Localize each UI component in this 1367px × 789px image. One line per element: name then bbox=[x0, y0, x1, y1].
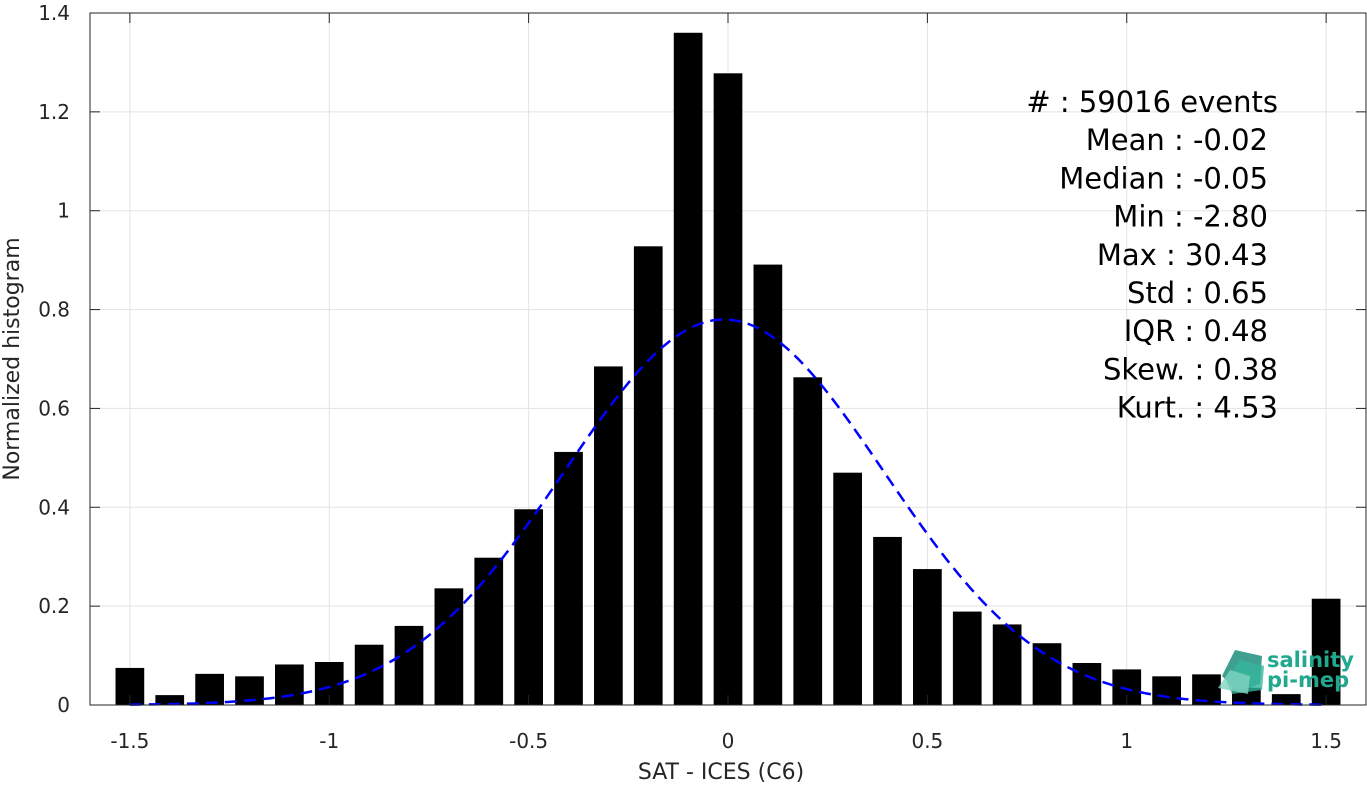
y-tick-label: 1.2 bbox=[38, 100, 70, 124]
histogram-bar bbox=[793, 377, 823, 705]
histogram-bar bbox=[633, 246, 663, 705]
logo-text-line1: salinity bbox=[1267, 648, 1354, 672]
stat-line: Skew. : 0.38 bbox=[1103, 352, 1278, 386]
histogram-bar bbox=[474, 557, 504, 705]
histogram-bar bbox=[1271, 694, 1301, 705]
y-tick-label: 0.4 bbox=[38, 495, 70, 519]
histogram-bar bbox=[275, 664, 304, 705]
gaussian-fit-curve bbox=[129, 318, 1327, 706]
histogram-bar bbox=[195, 673, 224, 705]
stats-box: # : 59016 events Mean : -0.02 Median : -0.… bbox=[1026, 85, 1278, 425]
histogram-bar bbox=[1072, 662, 1102, 705]
histogram-bar bbox=[673, 32, 703, 706]
x-tick-label: -0.5 bbox=[509, 729, 548, 753]
histogram-bar bbox=[913, 569, 942, 705]
x-tick-label: 0.5 bbox=[911, 729, 943, 753]
y-tick-label: 1.4 bbox=[38, 1, 70, 25]
stat-line: Min : -2.80 bbox=[1113, 200, 1268, 234]
bars bbox=[115, 32, 1341, 706]
stat-line: # : 59016 events bbox=[1026, 85, 1278, 119]
histogram-bar bbox=[594, 366, 623, 705]
histogram-bar bbox=[514, 509, 543, 705]
stat-line: Median : -0.05 bbox=[1059, 161, 1268, 195]
histogram-bar bbox=[1311, 598, 1341, 705]
histogram-bar bbox=[434, 588, 464, 705]
stat-line: Mean : -0.02 bbox=[1086, 123, 1268, 157]
histogram-bar bbox=[1032, 643, 1062, 705]
x-axis-ticks: -1.5 -1 -0.5 0 0.5 1 1.5 bbox=[110, 13, 1342, 753]
logo-mark-icon bbox=[1218, 650, 1264, 694]
y-axis-ticks: 0 0.2 0.4 0.6 0.8 1 1.2 1.4 bbox=[38, 1, 1366, 717]
y-axis-label: Normalized histogram bbox=[0, 237, 25, 480]
histogram-bar bbox=[992, 624, 1022, 705]
y-tick-label: 0.8 bbox=[38, 298, 70, 322]
histogram-bar bbox=[713, 73, 743, 705]
x-tick-label: 1.5 bbox=[1310, 729, 1342, 753]
y-tick-label: 0 bbox=[57, 693, 70, 717]
stat-line: Kurt. : 4.53 bbox=[1117, 391, 1278, 425]
logo-text-line2: pi-mep bbox=[1267, 668, 1349, 692]
histogram-bar bbox=[1152, 676, 1181, 705]
gaussian-fit bbox=[129, 318, 1327, 706]
stat-line: Max : 30.43 bbox=[1097, 238, 1268, 272]
histogram-bar bbox=[394, 625, 424, 705]
y-tick-label: 1 bbox=[57, 199, 70, 223]
stat-line: IQR : 0.48 bbox=[1124, 314, 1268, 348]
histogram-bar bbox=[873, 536, 902, 705]
histogram-bar bbox=[354, 644, 384, 705]
x-tick-label: 0 bbox=[722, 729, 735, 753]
histogram-bar bbox=[554, 451, 583, 705]
x-tick-label: -1.5 bbox=[110, 729, 149, 753]
salinity-pimep-logo: salinity pi-mep bbox=[1218, 648, 1354, 694]
x-axis-label: SAT - ICES (C6) bbox=[638, 760, 804, 785]
stat-line: Std : 0.65 bbox=[1127, 276, 1268, 310]
histogram-bar bbox=[753, 264, 783, 705]
y-tick-label: 0.6 bbox=[38, 396, 70, 420]
y-tick-label: 0.2 bbox=[38, 594, 70, 618]
x-tick-label: -1 bbox=[319, 729, 339, 753]
x-tick-label: 1 bbox=[1120, 729, 1133, 753]
histogram-bar bbox=[155, 695, 185, 705]
histogram-bar bbox=[952, 611, 982, 705]
histogram-bar bbox=[833, 472, 862, 705]
